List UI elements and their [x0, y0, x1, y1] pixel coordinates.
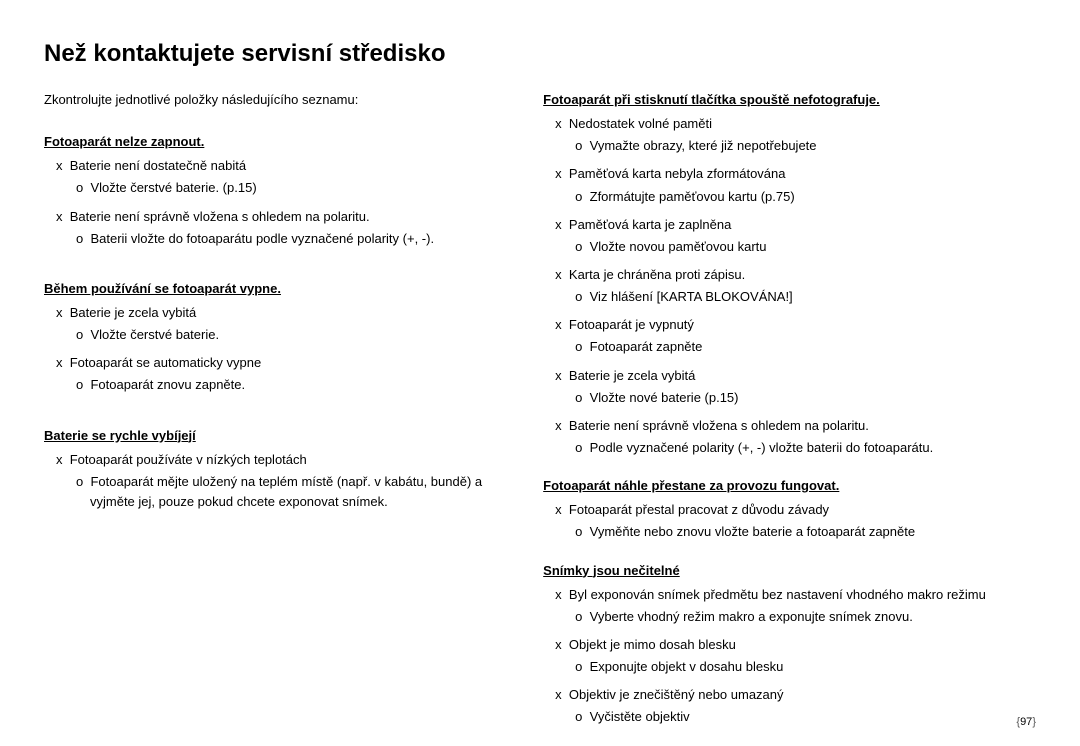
cause-item: x Byl exponován snímek předmětu bez nast…: [543, 585, 1036, 605]
item-group: x Fotoaparát se automaticky vypneo Fotoa…: [44, 353, 527, 395]
cause-item: x Paměťová karta je zaplněna: [543, 215, 1036, 235]
item-group: x Baterie není správně vložena s ohledem…: [543, 416, 1036, 458]
troubleshoot-section: Během používání se fotoaparát vypne. x Ba…: [44, 279, 527, 396]
remedy-item: o Fotoaparát mějte uložený na teplém mís…: [44, 472, 527, 512]
remedy-item: o Baterii vložte do fotoaparátu podle vy…: [44, 229, 527, 249]
remedy-item: o Vložte čerstvé baterie. (p.15): [44, 178, 527, 198]
remedy-item: o Vyměňte nebo znovu vložte baterie a fo…: [543, 522, 1036, 542]
intro-text: Zkontrolujte jednotlivé položky následuj…: [44, 90, 527, 110]
two-column-layout: Zkontrolujte jednotlivé položky následuj…: [44, 90, 1036, 736]
remedy-item: o Fotoaparát zapněte: [543, 337, 1036, 357]
page-number-value: 97: [1020, 716, 1032, 728]
cause-item: x Baterie je zcela vybitá: [543, 366, 1036, 386]
item-group: x Paměťová karta je zaplněnao Vložte nov…: [543, 215, 1036, 257]
cause-item: x Fotoaparát je vypnutý: [543, 315, 1036, 335]
cause-item: x Objekt je mimo dosah blesku: [543, 635, 1036, 655]
section-header: Během používání se fotoaparát vypne.: [44, 279, 527, 299]
left-column: Zkontrolujte jednotlivé položky následuj…: [44, 90, 527, 736]
troubleshoot-section: Fotoaparát nelze zapnout. x Baterie není …: [44, 132, 527, 249]
item-group: x Karta je chráněna proti zápisu.o Viz h…: [543, 265, 1036, 307]
cause-item: x Baterie není dostatečně nabitá: [44, 156, 527, 176]
item-group: x Baterie je zcela vybitáo Vložte nové b…: [543, 366, 1036, 408]
page-title: Než kontaktujete servisní středisko: [44, 40, 1036, 68]
item-group: x Fotoaparát je vypnutýo Fotoaparát zapn…: [543, 315, 1036, 357]
remedy-item: o Vložte novou paměťovou kartu: [543, 237, 1036, 257]
remedy-item: o Vyberte vhodný režim makro a exponujte…: [543, 607, 1036, 627]
cause-item: x Fotoaparát používáte v nízkých teplotá…: [44, 450, 527, 470]
section-header: Snímky jsou nečitelné: [543, 561, 1036, 581]
section-header: Fotoaparát při stisknutí tlačítka spoušt…: [543, 90, 1036, 110]
item-group: x Baterie není dostatečně nabitáo Vložte…: [44, 156, 527, 198]
item-group: x Paměťová karta nebyla zformátována o Zf…: [543, 164, 1036, 206]
item-group: x Objektiv je znečištěný nebo umazanýo V…: [543, 685, 1036, 727]
troubleshoot-section: Fotoaparát náhle přestane za provozu fun…: [543, 476, 1036, 542]
right-column: Fotoaparát při stisknutí tlačítka spoušt…: [543, 90, 1036, 736]
item-group: x Objekt je mimo dosah bleskuo Exponujte…: [543, 635, 1036, 677]
troubleshoot-section: Fotoaparát při stisknutí tlačítka spoušt…: [543, 90, 1036, 458]
cause-item: x Fotoaparát přestal pracovat z důvodu z…: [543, 500, 1036, 520]
manual-page: Než kontaktujete servisní středisko Zkon…: [0, 0, 1080, 746]
remedy-item: o Podle vyznačené polarity (+, -) vložte…: [543, 438, 1036, 458]
remedy-item: o Vymažte obrazy, které již nepotřebujet…: [543, 136, 1036, 156]
cause-item: x Baterie není správně vložena s ohledem…: [44, 207, 527, 227]
section-header: Baterie se rychle vybíjejí: [44, 426, 527, 446]
troubleshoot-section: Baterie se rychle vybíjejí x Fotoaparát p…: [44, 426, 527, 513]
remedy-item: o Vyčistěte objektiv: [543, 707, 1036, 727]
item-group: x Nedostatek volné pamětio Vymažte obraz…: [543, 114, 1036, 156]
page-number: {97}: [1016, 716, 1036, 728]
cause-item: x Baterie není správně vložena s ohledem…: [543, 416, 1036, 436]
brace-right: }: [1032, 716, 1036, 728]
remedy-item: o Vložte nové baterie (p.15): [543, 388, 1036, 408]
cause-item: x Nedostatek volné paměti: [543, 114, 1036, 134]
remedy-item: o Zformátujte paměťovou kartu (p.75): [543, 187, 1036, 207]
cause-item: x Karta je chráněna proti zápisu.: [543, 265, 1036, 285]
section-header: Fotoaparát nelze zapnout.: [44, 132, 527, 152]
cause-item: x Baterie je zcela vybitá: [44, 303, 527, 323]
item-group: x Baterie je zcela vybitáo Vložte čerstv…: [44, 303, 527, 345]
cause-item: x Objektiv je znečištěný nebo umazaný: [543, 685, 1036, 705]
remedy-item: o Vložte čerstvé baterie.: [44, 325, 527, 345]
item-group: x Fotoaparát používáte v nízkých teplotá…: [44, 450, 527, 512]
item-group: x Baterie není správně vložena s ohledem…: [44, 207, 527, 249]
section-header: Fotoaparát náhle přestane za provozu fun…: [543, 476, 1036, 496]
item-group: x Fotoaparát přestal pracovat z důvodu z…: [543, 500, 1036, 542]
remedy-item: o Viz hlášení [KARTA BLOKOVÁNA!]: [543, 287, 1036, 307]
remedy-item: o Exponujte objekt v dosahu blesku: [543, 657, 1036, 677]
troubleshoot-section: Snímky jsou nečitelné x Byl exponován sní…: [543, 561, 1036, 728]
cause-item: x Paměťová karta nebyla zformátována: [543, 164, 1036, 184]
item-group: x Byl exponován snímek předmětu bez nast…: [543, 585, 1036, 627]
remedy-item: o Fotoaparát znovu zapněte.: [44, 375, 527, 395]
cause-item: x Fotoaparát se automaticky vypne: [44, 353, 527, 373]
